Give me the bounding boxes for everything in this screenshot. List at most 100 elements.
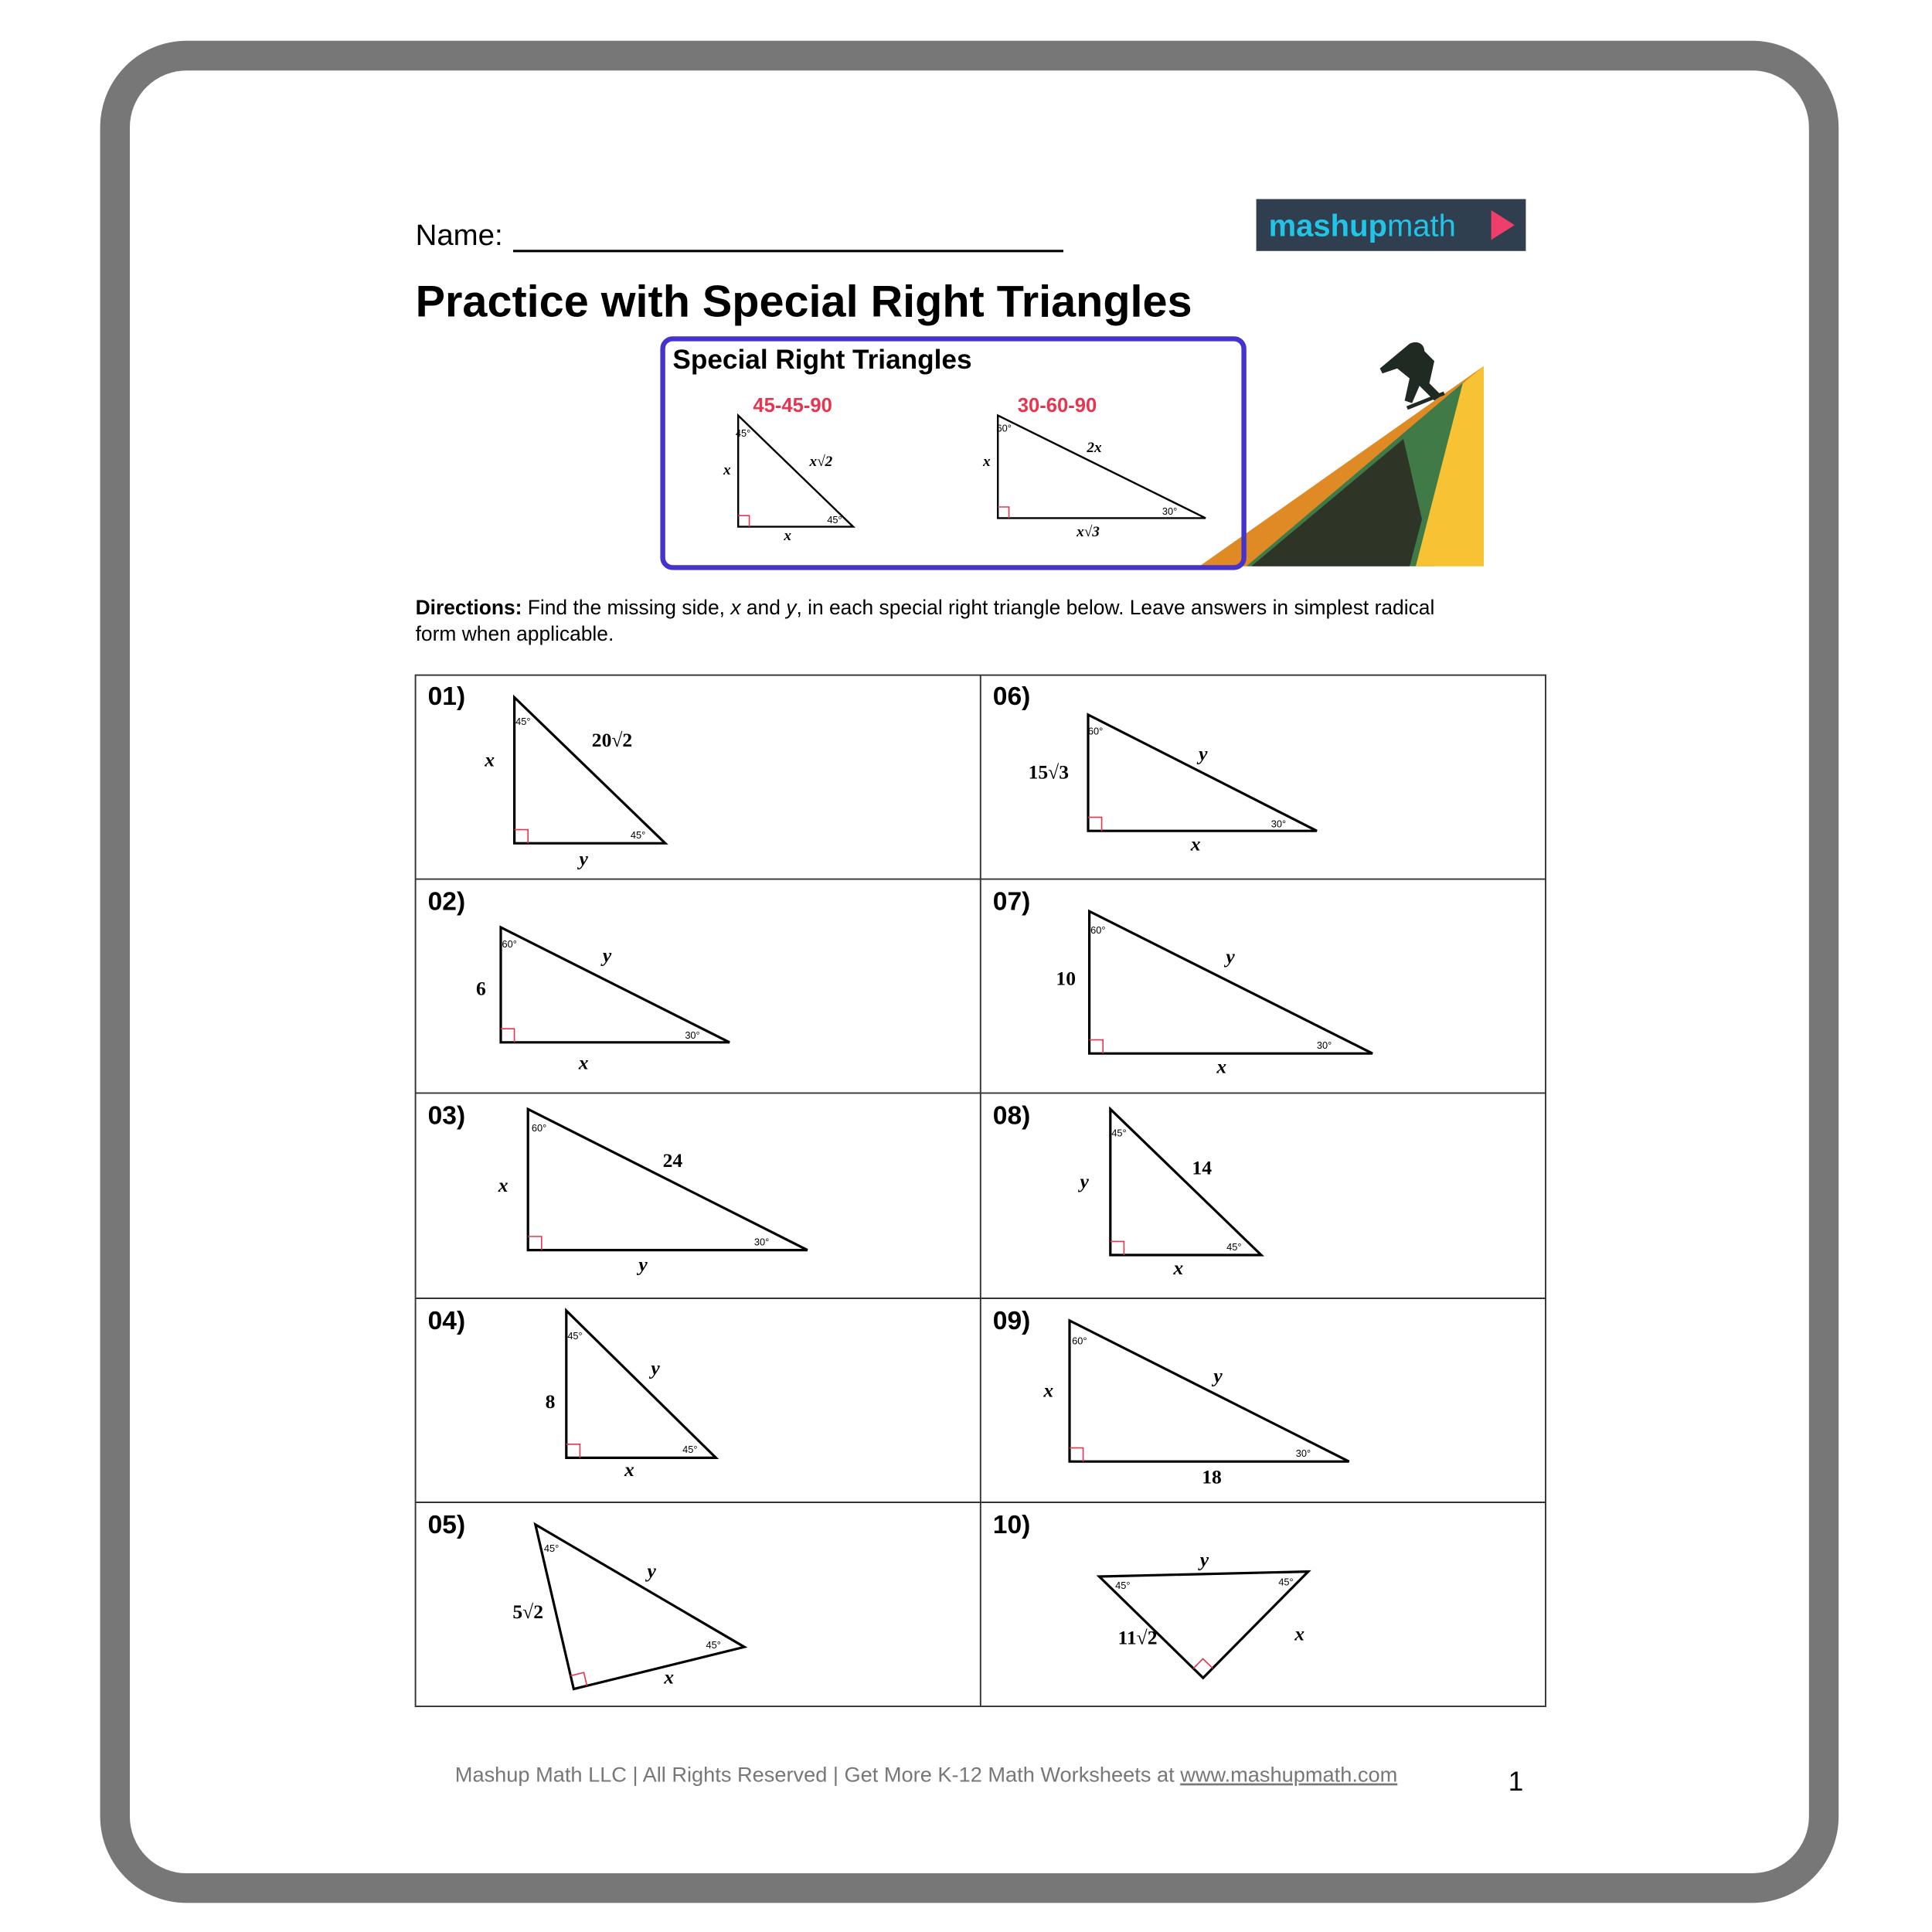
directions-var: x bbox=[729, 596, 741, 619]
angle-label: 30° bbox=[1317, 1039, 1332, 1051]
side-label: x bbox=[1294, 1623, 1304, 1645]
side-label: x bbox=[578, 1051, 589, 1073]
slope bbox=[1416, 366, 1484, 566]
right-angle-mark bbox=[570, 1672, 588, 1686]
angle-label: 45° bbox=[1115, 1580, 1130, 1591]
side-label: y bbox=[577, 847, 589, 869]
triangle bbox=[1096, 1570, 1311, 1680]
side-label: 11√2 bbox=[1117, 1626, 1157, 1648]
problem-number: 09) bbox=[993, 1307, 1031, 1335]
side-label: y bbox=[648, 1357, 660, 1379]
side-label: x bbox=[982, 454, 991, 470]
triangle bbox=[513, 694, 668, 845]
slope bbox=[1199, 366, 1484, 566]
footer-link[interactable]: www.mashupmath.com bbox=[1179, 1763, 1397, 1787]
side-label: y bbox=[1211, 1364, 1223, 1386]
angle-label: 45° bbox=[1278, 1576, 1293, 1587]
side-label: 10 bbox=[1056, 968, 1076, 990]
logo-part: mashup bbox=[1269, 209, 1387, 243]
reference-title: Special Right Triangles bbox=[672, 345, 971, 375]
directions-text: and bbox=[741, 596, 787, 619]
right-angle-mark bbox=[1089, 1039, 1104, 1054]
side-label: x bbox=[783, 528, 791, 544]
right-angle-mark bbox=[1192, 1658, 1213, 1669]
right-angle-mark bbox=[501, 1028, 515, 1043]
directions: Directions: Find the missing side, x and… bbox=[416, 596, 1435, 619]
side-label: x bbox=[1043, 1379, 1053, 1401]
angle-label: 45° bbox=[827, 514, 842, 526]
directions-var: y bbox=[784, 596, 798, 619]
triangle bbox=[565, 1308, 719, 1459]
triangle bbox=[737, 413, 855, 528]
angle-label: 60° bbox=[532, 1122, 546, 1134]
frame bbox=[100, 40, 1839, 1903]
angle-label: 30° bbox=[685, 1029, 699, 1041]
side-label: x bbox=[484, 748, 495, 770]
side-label: y bbox=[1198, 1549, 1209, 1571]
side-label: 14 bbox=[1192, 1156, 1212, 1179]
side-label: x√2 bbox=[809, 454, 833, 470]
right-angle-mark bbox=[998, 506, 1010, 519]
angle-label: 45° bbox=[515, 716, 530, 727]
problem-number: 08) bbox=[993, 1101, 1031, 1130]
logo-bg bbox=[1256, 199, 1526, 251]
right-angle-mark bbox=[738, 515, 750, 527]
side-label: y bbox=[645, 1560, 657, 1582]
angle-label: 45° bbox=[682, 1444, 697, 1455]
angle-label: 60° bbox=[1090, 924, 1105, 936]
directions-text: , in each special right triangle below. … bbox=[796, 596, 1434, 619]
angle-label: 30° bbox=[754, 1236, 769, 1247]
triangle bbox=[526, 1107, 808, 1252]
angle-label: 45° bbox=[736, 427, 750, 439]
triangle bbox=[1088, 909, 1373, 1055]
side-label: x bbox=[1216, 1055, 1226, 1077]
side-label: 24 bbox=[663, 1149, 683, 1172]
angle-label: 30° bbox=[1162, 505, 1177, 517]
footer: Mashup Math LLC | All Rights Reserved | … bbox=[455, 1763, 1397, 1787]
right-angle-mark bbox=[1070, 1447, 1084, 1462]
footer-text: Mashup Math LLC | All Rights Reserved | … bbox=[455, 1763, 1180, 1787]
title: Practice with Special Right Triangles bbox=[416, 277, 1192, 327]
triangle bbox=[997, 413, 1206, 519]
angle-label: 45° bbox=[544, 1543, 559, 1554]
slope bbox=[1251, 439, 1422, 566]
angle-label: 45° bbox=[1226, 1241, 1241, 1253]
right-angle-mark bbox=[514, 828, 529, 844]
angle-label: 30° bbox=[1296, 1447, 1311, 1459]
side-label: 5√2 bbox=[512, 1600, 543, 1623]
problem-number: 01) bbox=[428, 682, 466, 711]
problem-number: 10) bbox=[993, 1511, 1031, 1539]
side-label: x bbox=[723, 462, 731, 478]
directions-label: Directions: bbox=[416, 596, 522, 619]
side-label: 2x bbox=[1086, 440, 1102, 456]
right-angle-mark bbox=[1110, 1240, 1125, 1255]
right-angle-mark bbox=[566, 1444, 581, 1458]
triangle bbox=[1109, 1106, 1264, 1257]
side-label: y bbox=[1196, 742, 1208, 764]
angle-label: 45° bbox=[706, 1639, 721, 1651]
side-label: x bbox=[1172, 1257, 1183, 1279]
skateboard bbox=[1406, 391, 1445, 410]
problem-table bbox=[414, 674, 1546, 1707]
side-label: x bbox=[624, 1458, 634, 1481]
problem-number: 02) bbox=[428, 888, 466, 917]
angle-label: 45° bbox=[567, 1330, 582, 1342]
decoration bbox=[1199, 342, 1484, 566]
logo-text: mashupmath bbox=[1269, 209, 1456, 243]
page-number: 1 bbox=[1509, 1767, 1524, 1797]
angle-label: 30° bbox=[1271, 818, 1286, 830]
reference-type: 45-45-90 bbox=[753, 395, 832, 417]
side-label: y bbox=[1078, 1170, 1090, 1192]
logo-part: math bbox=[1387, 209, 1456, 243]
angle-label: 60° bbox=[1072, 1335, 1087, 1346]
name-label: Name: bbox=[416, 219, 503, 252]
logo: mashupmath bbox=[1256, 199, 1526, 251]
side-label: y bbox=[600, 944, 612, 966]
right-angle-mark bbox=[528, 1236, 543, 1250]
angle-label: 60° bbox=[502, 938, 517, 950]
skater bbox=[1379, 342, 1442, 403]
side-label: y bbox=[636, 1253, 648, 1275]
problem-number: 03) bbox=[428, 1101, 466, 1130]
